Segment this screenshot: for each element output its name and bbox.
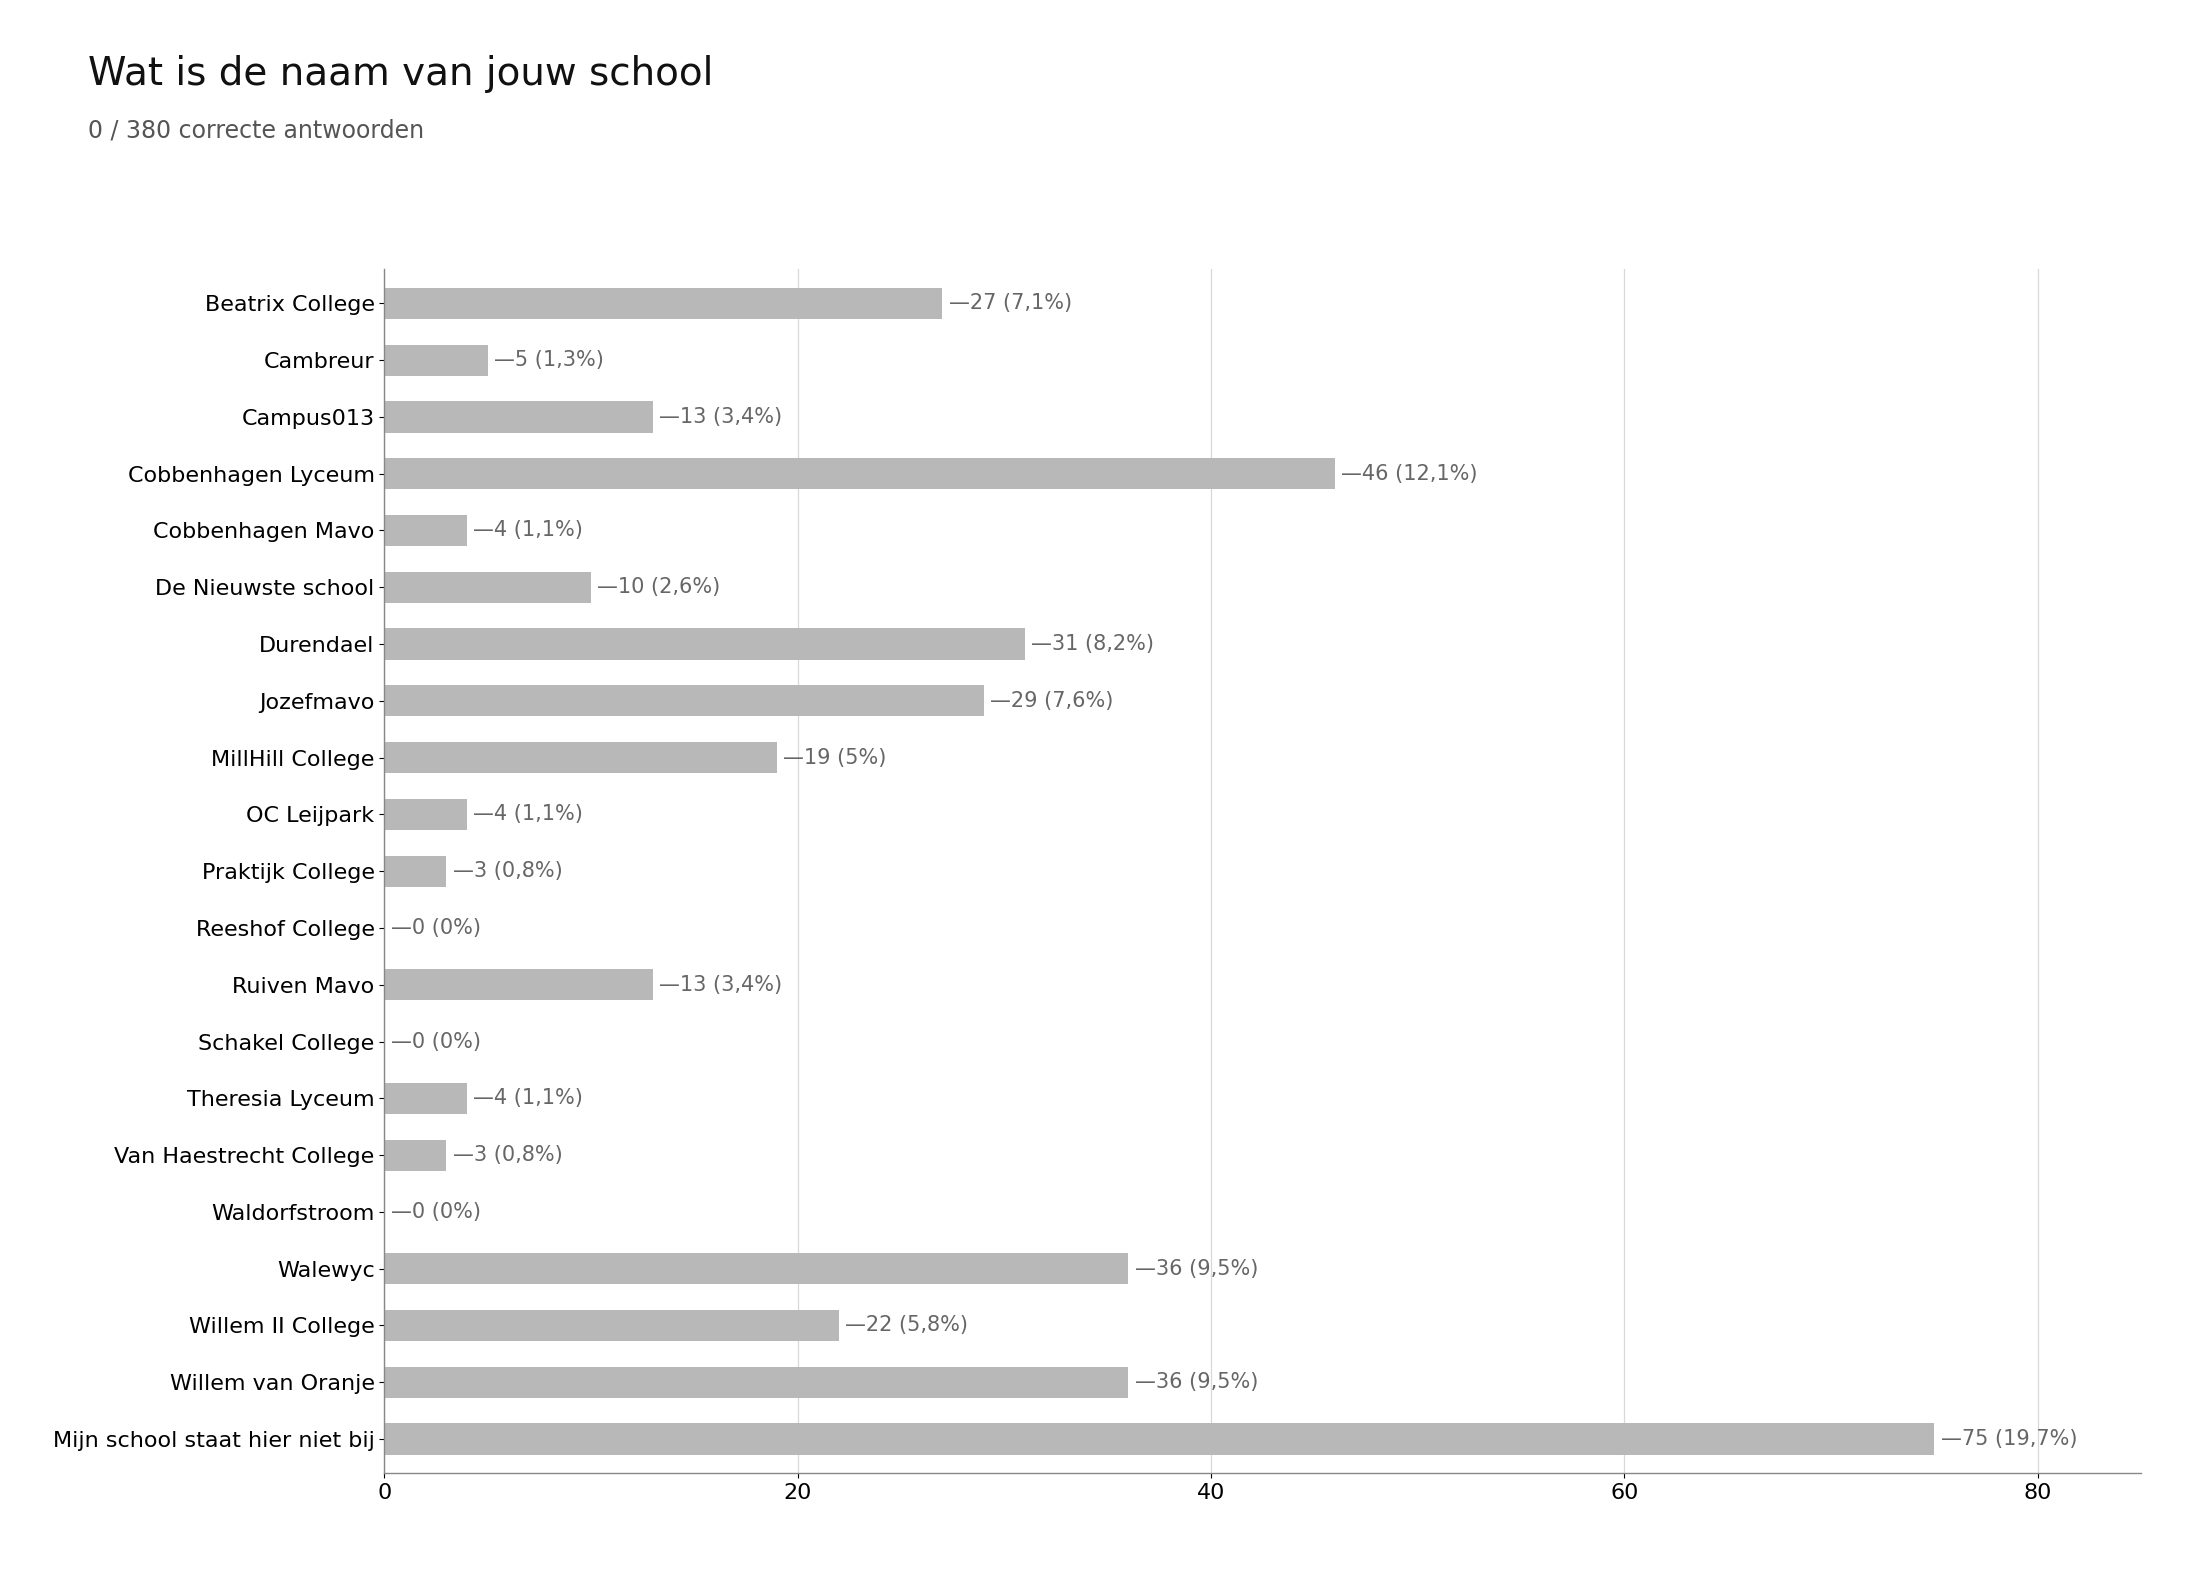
Text: —19 (5%): —19 (5%)	[784, 748, 887, 768]
Bar	[384, 458, 1335, 489]
Bar	[384, 515, 468, 546]
Bar	[384, 798, 468, 830]
Text: —10 (2,6%): —10 (2,6%)	[597, 577, 720, 597]
Bar	[384, 686, 984, 716]
Text: —3 (0,8%): —3 (0,8%)	[452, 862, 562, 881]
Text: —0 (0%): —0 (0%)	[391, 1031, 481, 1052]
Text: —75 (19,7%): —75 (19,7%)	[1941, 1429, 2077, 1449]
Bar	[384, 855, 446, 887]
Bar	[384, 1253, 1129, 1285]
Bar	[384, 1310, 839, 1342]
Bar	[384, 1424, 1935, 1454]
Text: —4 (1,1%): —4 (1,1%)	[472, 1088, 584, 1109]
Text: —3 (0,8%): —3 (0,8%)	[452, 1145, 562, 1166]
Bar	[384, 401, 652, 432]
Text: —36 (9,5%): —36 (9,5%)	[1135, 1259, 1258, 1278]
Text: —4 (1,1%): —4 (1,1%)	[472, 521, 584, 540]
Bar	[384, 344, 488, 375]
Bar	[384, 741, 777, 773]
Bar	[384, 288, 942, 318]
Text: —36 (9,5%): —36 (9,5%)	[1135, 1372, 1258, 1392]
Text: 0 / 380 correcte antwoorden: 0 / 380 correcte antwoorden	[88, 119, 424, 143]
Bar	[384, 1139, 446, 1171]
Text: —4 (1,1%): —4 (1,1%)	[472, 805, 584, 824]
Bar	[384, 969, 652, 1001]
Text: —5 (1,3%): —5 (1,3%)	[494, 350, 604, 371]
Text: —13 (3,4%): —13 (3,4%)	[659, 974, 782, 995]
Text: —29 (7,6%): —29 (7,6%)	[990, 691, 1113, 711]
Text: —0 (0%): —0 (0%)	[391, 1202, 481, 1221]
Bar	[384, 1083, 468, 1114]
Text: —13 (3,4%): —13 (3,4%)	[659, 407, 782, 428]
Bar	[384, 572, 591, 604]
Text: —31 (8,2%): —31 (8,2%)	[1032, 634, 1155, 654]
Text: —22 (5,8%): —22 (5,8%)	[845, 1315, 968, 1335]
Text: —46 (12,1%): —46 (12,1%)	[1342, 464, 1478, 483]
Bar	[384, 1367, 1129, 1399]
Bar	[384, 629, 1026, 659]
Text: —0 (0%): —0 (0%)	[391, 919, 481, 938]
Text: —27 (7,1%): —27 (7,1%)	[949, 293, 1072, 314]
Text: Wat is de naam van jouw school: Wat is de naam van jouw school	[88, 55, 714, 93]
